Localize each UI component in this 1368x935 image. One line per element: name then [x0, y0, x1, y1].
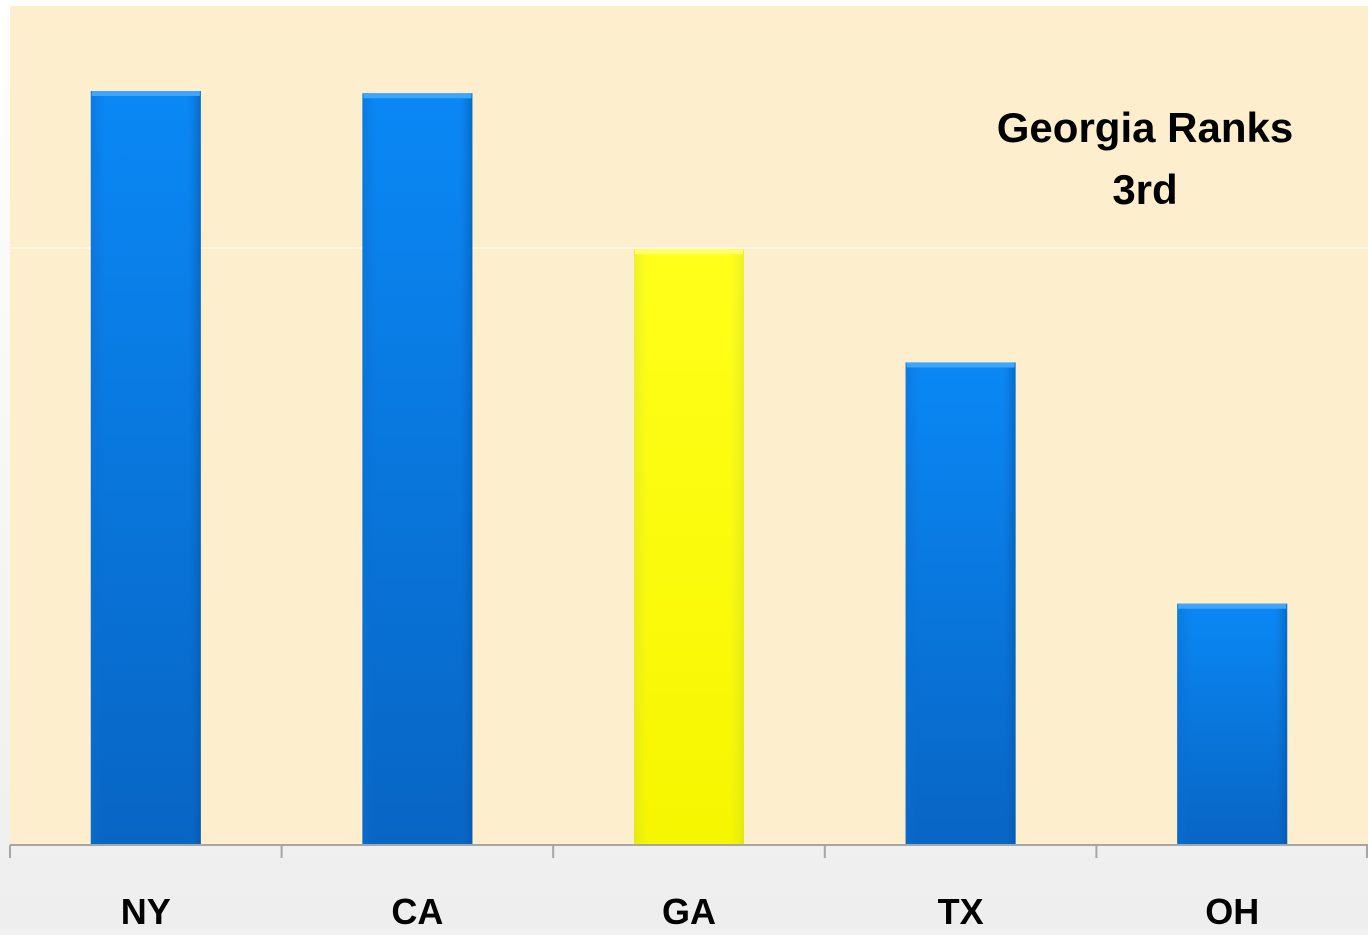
- bar-ny: [90, 91, 201, 845]
- bar-top-highlight: [906, 362, 1015, 368]
- x-tick-label-ga: GA: [662, 891, 716, 930]
- bar-top-highlight: [635, 249, 743, 255]
- bar-tx: [905, 362, 1016, 845]
- bar-top-highlight: [1178, 603, 1287, 609]
- bar-top-highlight: [91, 91, 200, 96]
- bar-ga: [634, 249, 744, 846]
- bar-ca: [362, 93, 473, 845]
- bar-shading: [90, 91, 201, 845]
- x-tick-label-ny: NY: [121, 891, 171, 930]
- bar-shading: [634, 249, 744, 846]
- bars: [90, 91, 1288, 846]
- bar-shading: [1177, 603, 1288, 845]
- x-tick-label-ca: CA: [391, 891, 443, 930]
- x-axis: [9, 844, 1368, 858]
- bar-shading: [362, 93, 473, 845]
- x-tick-label-oh: OH: [1205, 891, 1259, 930]
- bar-shading: [905, 362, 1016, 845]
- x-tick-label-tx: TX: [938, 891, 984, 930]
- annotation-line-2: 3rd: [1112, 166, 1177, 213]
- annotation-line-1: Georgia Ranks: [997, 104, 1293, 151]
- bar-top-highlight: [363, 93, 472, 99]
- x-tick-labels: NY CA GA TX OH: [121, 891, 1259, 932]
- bar-oh: [1177, 603, 1288, 845]
